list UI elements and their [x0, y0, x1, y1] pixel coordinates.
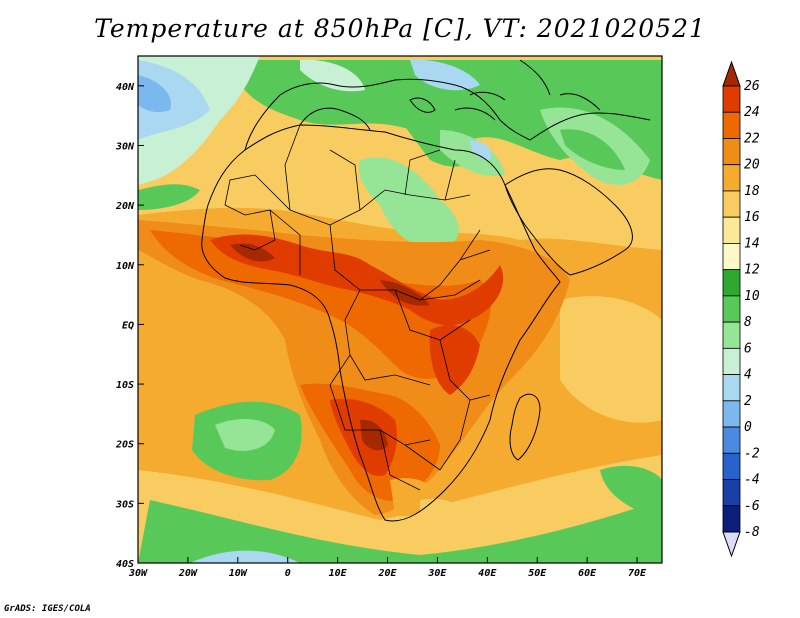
lon-tick-label: 30W [128, 568, 148, 579]
latitude-ticks: 40N 30N 20N 10N EQ 10S 20S 30S 40S [115, 82, 144, 570]
colorbar-segment [722, 452, 741, 480]
colorbar-label: 20 [744, 158, 760, 173]
coastlines [201, 59, 651, 522]
africa-coastline [201, 124, 561, 522]
colorbar-segment [722, 400, 741, 428]
arabia-coastline [504, 168, 633, 276]
lat-tick-label: 30N [115, 141, 135, 152]
lon-tick-label: 0 [285, 568, 291, 579]
colorbar-label: 2 [744, 394, 752, 409]
country-borders [224, 124, 491, 491]
lon-tick-label: 30E [427, 568, 447, 579]
colorbar-segment [722, 426, 741, 454]
field-sahara-cool [358, 157, 459, 250]
colorbar-segment [722, 85, 741, 113]
lon-tick-label: 20W [178, 568, 198, 579]
colorbar-segment [722, 374, 741, 402]
colorbar-bottom-arrow [722, 531, 741, 558]
colorbar-label: -2 [744, 446, 760, 461]
lat-tick-label: 40N [116, 82, 135, 93]
lat-tick-label: 10S [116, 380, 134, 391]
map-title: Temperature at 850hPa [C], VT: 202102052… [94, 14, 706, 43]
lat-tick-label: 20N [115, 201, 135, 212]
colorbar-segment [722, 164, 741, 192]
credit-text: GrADS: IGES/COLA [4, 604, 91, 614]
colorbar-label: 10 [744, 289, 760, 304]
colorbar-label: 6 [744, 341, 752, 356]
lat-tick-label: 40S [116, 559, 134, 570]
lon-tick-label: 70E [628, 568, 647, 579]
colorbar-segment [722, 505, 741, 533]
colorbar-segment [722, 295, 741, 323]
lon-tick-label: 50E [528, 568, 547, 579]
lon-tick-label: 60E [578, 568, 597, 579]
colorbar-top-arrow [722, 60, 741, 87]
colorbar-label: 4 [744, 368, 752, 383]
colorbar-segment [722, 243, 741, 271]
colorbar-segment [722, 347, 741, 375]
colorbar-label: 18 [744, 184, 760, 199]
colorbar-label: 0 [744, 420, 752, 435]
colorbar-segment [722, 138, 741, 166]
lat-tick-label: 20S [115, 440, 134, 451]
colorbar-label: 14 [744, 236, 760, 251]
colorbar-segment [722, 111, 741, 139]
lon-tick-label: 10E [329, 568, 348, 579]
colorbar-label: 26 [744, 79, 760, 94]
colorbar-label: 12 [744, 263, 760, 278]
colorbar-segment [722, 321, 741, 349]
lon-tick-label: 10W [229, 568, 248, 579]
temperature-field [138, 56, 662, 563]
lon-tick-label: 40E [478, 568, 497, 579]
madagascar-coastline [509, 393, 541, 461]
lat-tick-label: EQ [122, 320, 134, 331]
colorbar-label: -4 [744, 473, 760, 488]
field-south-green [138, 500, 662, 563]
colorbar-label: 8 [744, 315, 752, 330]
colorbar-label: 24 [744, 105, 760, 120]
field-sahel-hot [210, 234, 504, 326]
colorbar-segment [722, 269, 741, 297]
colorbar-segment [722, 190, 741, 218]
colorbar-label: -6 [744, 499, 760, 514]
field-east-hot [429, 325, 480, 395]
plot-frame [137, 55, 663, 564]
longitude-ticks: 30W 20W 10W 0 10E 20E 30E 40E 50E 60E 70E [128, 557, 647, 579]
colorbar-label: 16 [744, 210, 760, 225]
colorbar-segment [722, 216, 741, 244]
lat-tick-label: 10N [116, 261, 135, 272]
lat-tick-label: 30S [115, 499, 134, 510]
colorbar-segment [722, 479, 741, 507]
colorbar-label: -8 [744, 525, 760, 540]
lon-tick-label: 20E [377, 568, 397, 579]
europe-coastline [244, 78, 651, 151]
colorbar-label: 22 [744, 131, 760, 146]
